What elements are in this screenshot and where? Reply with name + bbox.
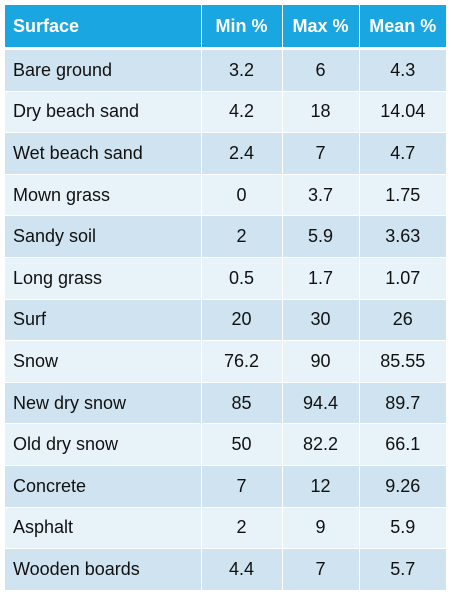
header-row: Surface Min % Max % Mean %: [5, 5, 446, 50]
cell-min: 7: [201, 465, 283, 508]
cell-max: 90: [282, 340, 360, 383]
cell-mean: 4.7: [359, 132, 446, 175]
cell-mean: 5.9: [359, 507, 446, 550]
cell-mean: 9.26: [359, 465, 446, 508]
table-row: Old dry snow 50 82.2 66.1: [5, 423, 446, 466]
cell-max: 82.2: [282, 423, 360, 466]
cell-mean: 3.63: [359, 215, 446, 258]
cell-surface: Sandy soil: [5, 215, 202, 258]
cell-max: 9: [282, 507, 360, 550]
cell-mean: 1.75: [359, 174, 446, 217]
cell-mean: 66.1: [359, 423, 446, 466]
cell-max: 12: [282, 465, 360, 508]
cell-mean: 89.7: [359, 382, 446, 425]
cell-min: 4.4: [201, 548, 283, 591]
cell-min: 3.2: [201, 48, 283, 92]
albedo-table-container: Surface Min % Max % Mean % Bare ground 3.…: [5, 5, 446, 594]
cell-min: 76.2: [201, 340, 283, 383]
cell-mean: 1.07: [359, 257, 446, 300]
cell-surface: Asphalt: [5, 507, 202, 550]
albedo-table: Surface Min % Max % Mean % Bare ground 3.…: [5, 5, 446, 591]
table-row: Surf 20 30 26: [5, 299, 446, 342]
cell-max: 94.4: [282, 382, 360, 425]
cell-surface: Wooden boards: [5, 548, 202, 591]
cell-surface: Old dry snow: [5, 423, 202, 466]
cell-max: 3.7: [282, 174, 360, 217]
cell-mean: 85.55: [359, 340, 446, 383]
cell-max: 7: [282, 548, 360, 591]
cell-min: 2: [201, 215, 283, 258]
cell-min: 20: [201, 299, 283, 342]
header-max: Max %: [282, 5, 360, 50]
cell-min: 0.5: [201, 257, 283, 300]
table-row: Bare ground 3.2 6 4.3: [5, 48, 446, 92]
cell-surface: Wet beach sand: [5, 132, 202, 175]
cell-surface: Concrete: [5, 465, 202, 508]
table-row: Concrete 7 12 9.26: [5, 465, 446, 508]
cell-max: 30: [282, 299, 360, 342]
cell-min: 85: [201, 382, 283, 425]
header-surface: Surface: [5, 5, 202, 50]
cell-mean: 5.7: [359, 548, 446, 591]
cell-max: 18: [282, 91, 360, 134]
table-row: Wet beach sand 2.4 7 4.7: [5, 132, 446, 175]
table-row: Snow 76.2 90 85.55: [5, 340, 446, 383]
cell-min: 2.4: [201, 132, 283, 175]
cell-max: 7: [282, 132, 360, 175]
cell-max: 6: [282, 48, 360, 92]
table-row: Mown grass 0 3.7 1.75: [5, 174, 446, 217]
cell-min: 0: [201, 174, 283, 217]
table-row: New dry snow 85 94.4 89.7: [5, 382, 446, 425]
header-mean: Mean %: [359, 5, 446, 50]
cell-surface: Long grass: [5, 257, 202, 300]
header-min: Min %: [201, 5, 283, 50]
cell-min: 50: [201, 423, 283, 466]
table-row: Dry beach sand 4.2 18 14.04: [5, 91, 446, 134]
cell-surface: Dry beach sand: [5, 91, 202, 134]
table-row: Long grass 0.5 1.7 1.07: [5, 257, 446, 300]
cell-surface: Surf: [5, 299, 202, 342]
table-row: Asphalt 2 9 5.9: [5, 507, 446, 550]
cell-surface: New dry snow: [5, 382, 202, 425]
cell-mean: 14.04: [359, 91, 446, 134]
cell-surface: Bare ground: [5, 48, 202, 92]
cell-surface: Snow: [5, 340, 202, 383]
cell-max: 1.7: [282, 257, 360, 300]
cell-min: 2: [201, 507, 283, 550]
cell-max: 5.9: [282, 215, 360, 258]
table-row: Wooden boards 4.4 7 5.7: [5, 548, 446, 591]
cell-mean: 26: [359, 299, 446, 342]
table-row: Sandy soil 2 5.9 3.63: [5, 215, 446, 258]
cell-mean: 4.3: [359, 48, 446, 92]
cell-surface: Mown grass: [5, 174, 202, 217]
table-body: Bare ground 3.2 6 4.3 Dry beach sand 4.2 18 14.…: [5, 48, 446, 591]
cell-min: 4.2: [201, 91, 283, 134]
